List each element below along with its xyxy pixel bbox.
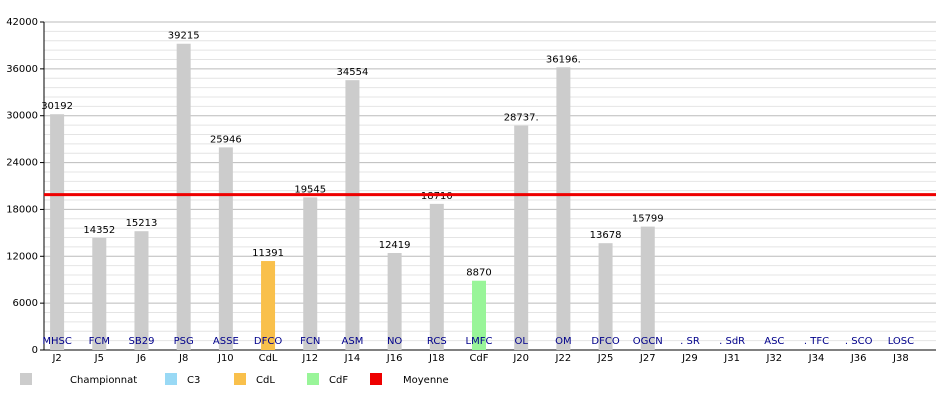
opponent-label: NO bbox=[387, 336, 402, 347]
opponent-label: OGCN bbox=[633, 336, 663, 347]
x-tick-label: J16 bbox=[386, 353, 403, 364]
bar bbox=[345, 80, 360, 350]
y-tick-label: 24000 bbox=[6, 158, 38, 169]
opponent-label: . TFC bbox=[804, 336, 829, 347]
opponent-label: OM bbox=[555, 336, 572, 347]
bar bbox=[556, 67, 571, 350]
opponent-label: . SdR bbox=[719, 336, 745, 347]
x-tick-label: J18 bbox=[428, 353, 445, 364]
opponent-label: FCN bbox=[300, 336, 320, 347]
value-label: 18710 bbox=[421, 191, 453, 202]
bar bbox=[176, 43, 191, 351]
bar bbox=[261, 261, 276, 350]
x-tick-label: J6 bbox=[136, 353, 146, 364]
opponent-label: SB29 bbox=[129, 336, 155, 347]
value-label: 8870 bbox=[466, 268, 491, 279]
opponent-label: OL bbox=[514, 336, 528, 347]
x-tick-label: J36 bbox=[850, 353, 867, 364]
legend-label: C3 bbox=[187, 375, 200, 386]
x-tick-label: J22 bbox=[555, 353, 572, 364]
value-label: 14352 bbox=[83, 225, 115, 236]
x-tick-label: CdL bbox=[259, 353, 278, 364]
legend-label: CdL bbox=[256, 375, 275, 386]
x-tick-label: J2 bbox=[51, 353, 61, 364]
opponent-label: ASSE bbox=[213, 336, 239, 347]
bar bbox=[134, 231, 149, 350]
bar bbox=[387, 253, 402, 350]
x-tick-label: J10 bbox=[217, 353, 234, 364]
bar bbox=[92, 237, 107, 350]
legend-label: Moyenne bbox=[403, 375, 449, 386]
opponent-label: PSG bbox=[174, 336, 194, 347]
bar bbox=[598, 243, 613, 350]
x-tick-label: J34 bbox=[808, 353, 825, 364]
value-label: 15799 bbox=[632, 214, 664, 225]
value-label: 15213 bbox=[126, 218, 158, 229]
opponent-label: . SR bbox=[680, 336, 700, 347]
y-tick-label: 12000 bbox=[6, 251, 38, 262]
value-label: 34554 bbox=[337, 67, 369, 78]
opponent-label: . SCO bbox=[845, 336, 873, 347]
value-label: 13678 bbox=[590, 230, 622, 241]
y-tick-label: 6000 bbox=[13, 298, 38, 309]
x-tick-label: J12 bbox=[301, 353, 318, 364]
y-tick-label: 36000 bbox=[6, 64, 38, 75]
legend-swatch bbox=[307, 373, 319, 385]
x-tick-label: J25 bbox=[597, 353, 614, 364]
x-tick-label: J31 bbox=[723, 353, 740, 364]
value-label: 12419 bbox=[379, 240, 411, 251]
value-label: 19545 bbox=[294, 184, 326, 195]
opponent-label: ASM bbox=[342, 336, 364, 347]
legend-swatch bbox=[234, 373, 246, 385]
x-tick-label: J14 bbox=[344, 353, 361, 364]
y-tick-label: 18000 bbox=[6, 204, 38, 215]
opponent-label: LMFC bbox=[466, 336, 493, 347]
bar bbox=[50, 114, 65, 350]
y-tick-label: 42000 bbox=[6, 17, 38, 28]
x-tick-label: CdF bbox=[469, 353, 488, 364]
value-label: 25946 bbox=[210, 134, 242, 145]
opponent-label: DFCO bbox=[254, 336, 282, 347]
opponent-label: LOSC bbox=[888, 336, 914, 347]
x-tick-label: J27 bbox=[639, 353, 656, 364]
opponent-label: ASC bbox=[764, 336, 784, 347]
value-label: 28737. bbox=[504, 113, 539, 124]
legend-label: Championnat bbox=[70, 375, 137, 386]
bar bbox=[218, 147, 233, 350]
value-label: 11391 bbox=[252, 248, 284, 259]
legend-label: CdF bbox=[329, 375, 348, 386]
x-tick-label: J8 bbox=[178, 353, 188, 364]
x-tick-label: J32 bbox=[765, 353, 782, 364]
bar bbox=[472, 280, 486, 350]
y-tick-label: 30000 bbox=[6, 111, 38, 122]
bar bbox=[303, 197, 318, 350]
value-label: 30192 bbox=[41, 101, 73, 112]
legend-swatch bbox=[165, 373, 177, 385]
opponent-label: FCM bbox=[89, 336, 110, 347]
opponent-label: RCS bbox=[427, 336, 447, 347]
bar bbox=[429, 203, 444, 350]
x-tick-label: J29 bbox=[681, 353, 698, 364]
legend-swatch bbox=[370, 373, 382, 385]
bar bbox=[640, 226, 655, 350]
opponent-label: DFCO bbox=[591, 336, 619, 347]
bar bbox=[514, 125, 529, 350]
value-label: 39215 bbox=[168, 31, 200, 42]
x-tick-label: J5 bbox=[94, 353, 104, 364]
y-tick-label: 0 bbox=[32, 345, 38, 356]
x-tick-label: J20 bbox=[512, 353, 529, 364]
legend-swatch bbox=[20, 373, 32, 385]
x-tick-label: J38 bbox=[892, 353, 909, 364]
opponent-label: MHSC bbox=[42, 336, 71, 347]
value-label: 36196. bbox=[546, 54, 581, 65]
